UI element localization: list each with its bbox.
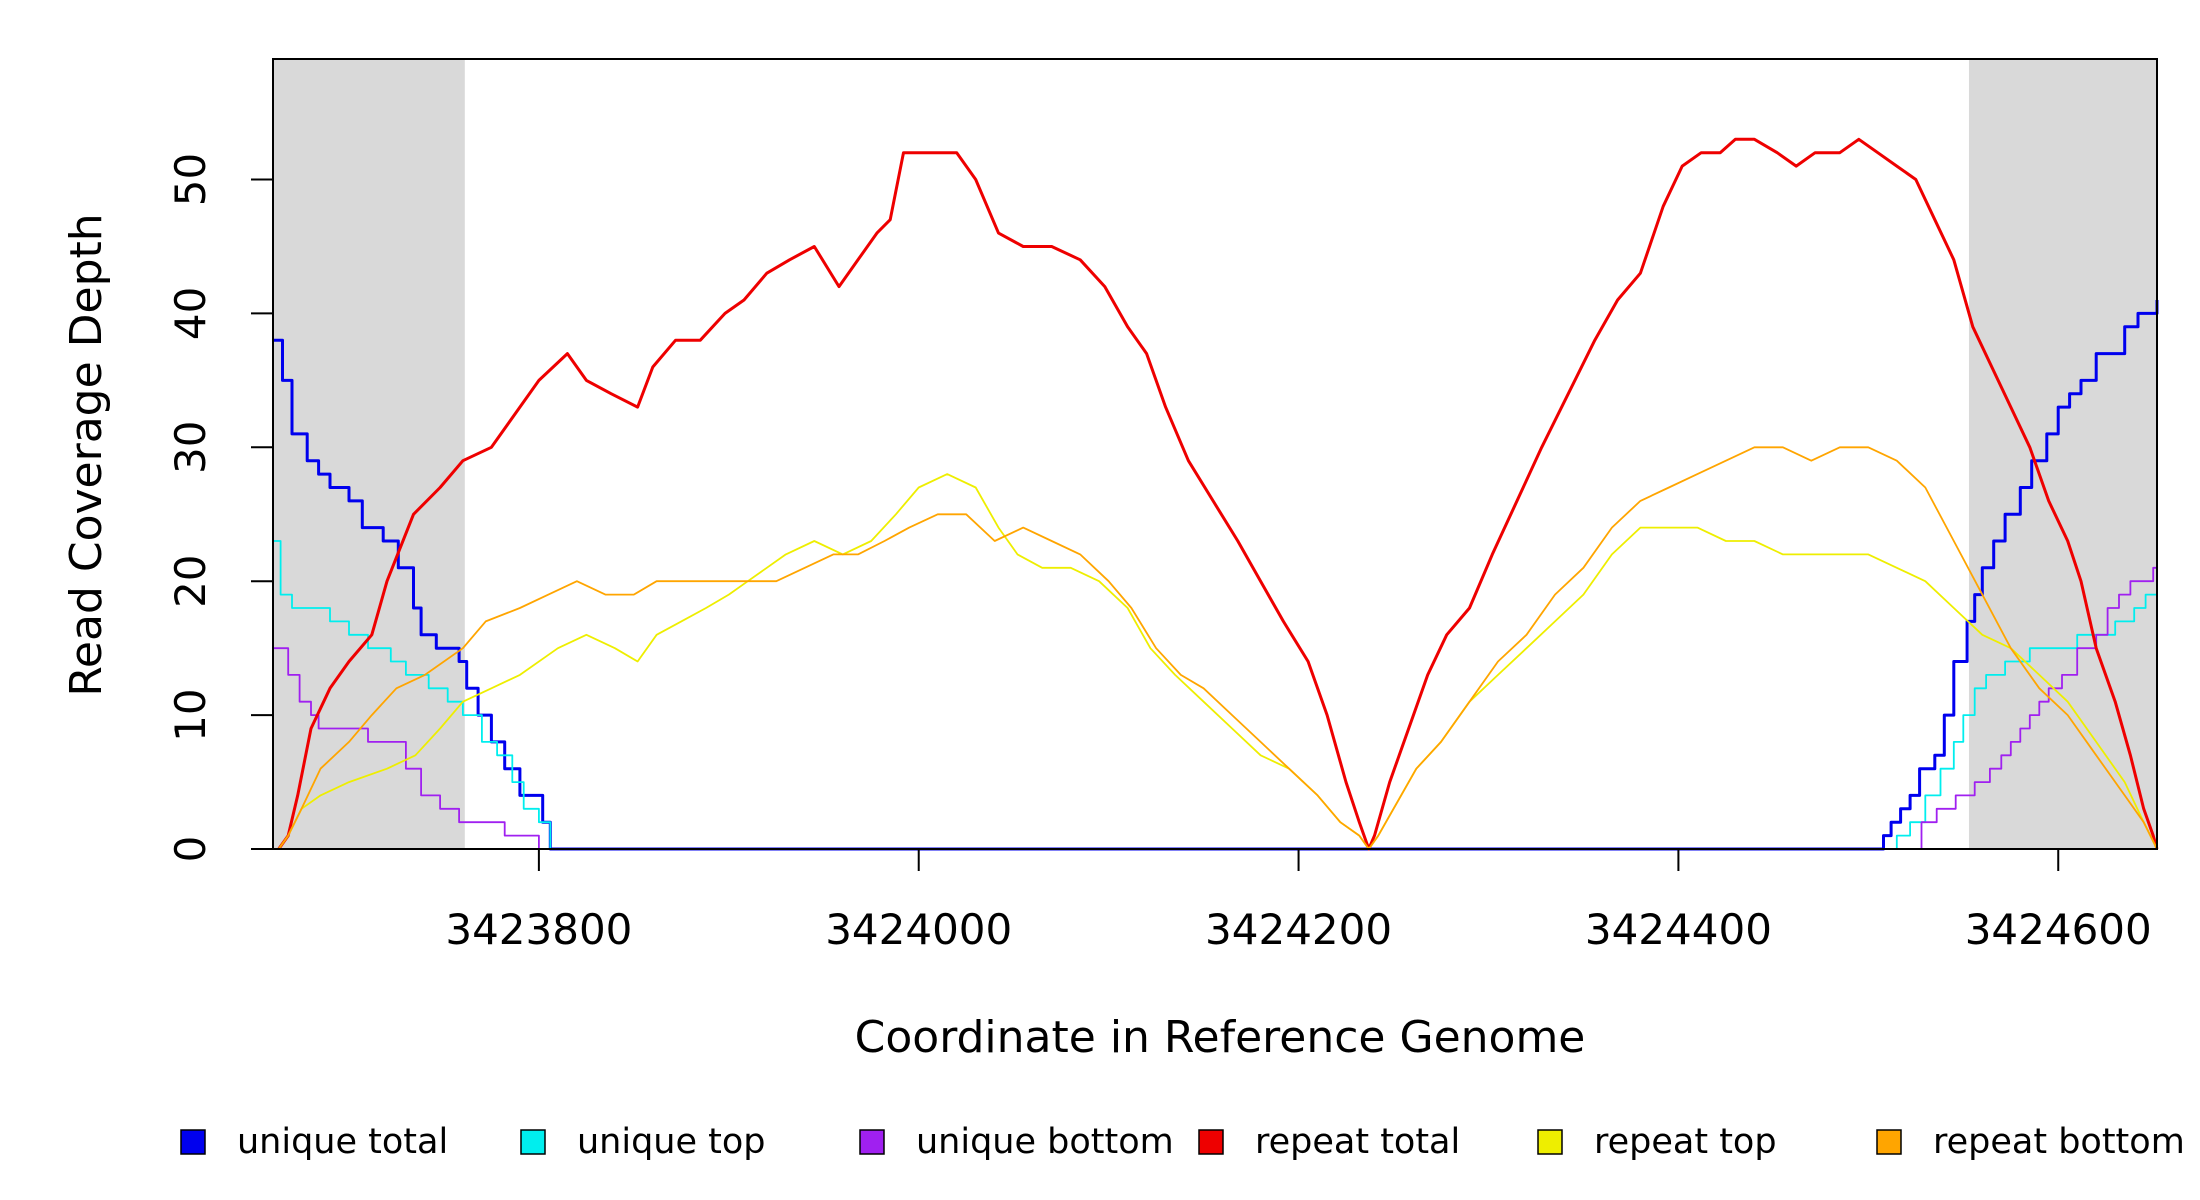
shaded-region-1: [1968, 59, 2157, 849]
legend-swatch: [1876, 1129, 1902, 1155]
legend: unique total unique top unique bottom repea…: [180, 1122, 2185, 1162]
y-tick-label: 50: [166, 153, 215, 206]
y-axis-title: Read Coverage Depth: [61, 213, 112, 696]
series-line-repeat-bottom: [277, 446, 2158, 850]
legend-label: unique total: [237, 1122, 448, 1162]
legend-label: unique top: [577, 1122, 766, 1162]
y-axis: 0 10 20 30 40 50: [166, 153, 273, 863]
x-axis: 3423800 3424000 3424200 3424400 3424600: [445, 849, 2152, 954]
legend-item-repeat-top: repeat top: [1537, 1122, 1777, 1162]
legend-label: unique bottom: [916, 1122, 1174, 1162]
legend-item-unique-top: unique top: [520, 1122, 766, 1162]
legend-swatch: [180, 1129, 206, 1155]
legend-item-repeat-total: repeat total: [1198, 1122, 1460, 1162]
series-line-unique-bottom: [273, 566, 2157, 850]
legend-label: repeat top: [1594, 1122, 1777, 1162]
y-tick-label: 40: [166, 287, 215, 340]
series-line-unique-total: [273, 300, 2159, 851]
plot-frame: [272, 58, 2158, 850]
legend-label: repeat bottom: [1933, 1122, 2185, 1162]
legend-item-unique-bottom: unique bottom: [859, 1122, 1174, 1162]
series-lines: [273, 137, 2159, 851]
x-axis-title: Coordinate in Reference Genome: [855, 1012, 1586, 1063]
legend-swatch: [1537, 1129, 1563, 1155]
series-line-repeat-total: [277, 137, 2159, 851]
y-tick-label: 30: [166, 421, 215, 474]
x-tick-label: 3424000: [825, 905, 1012, 954]
x-tick-label: 3424400: [1585, 905, 1772, 954]
legend-swatch: [859, 1129, 885, 1155]
x-tick-label: 3424600: [1965, 905, 2152, 954]
shaded-region-0: [273, 59, 465, 849]
legend-item-unique-total: unique total: [180, 1122, 448, 1162]
x-tick-label: 3424200: [1205, 905, 1392, 954]
legend-item-repeat-bottom: repeat bottom: [1876, 1122, 2185, 1162]
y-tick-label: 0: [166, 836, 215, 863]
x-tick-label: 3423800: [445, 905, 632, 954]
legend-swatch: [1198, 1129, 1224, 1155]
y-tick-label: 10: [166, 688, 215, 741]
legend-label: repeat total: [1255, 1122, 1460, 1162]
series-line-unique-top: [273, 540, 2158, 850]
y-tick-label: 20: [166, 554, 215, 607]
shaded-regions: [273, 59, 2157, 849]
legend-swatch: [520, 1129, 546, 1155]
series-line-repeat-top: [277, 473, 2158, 850]
